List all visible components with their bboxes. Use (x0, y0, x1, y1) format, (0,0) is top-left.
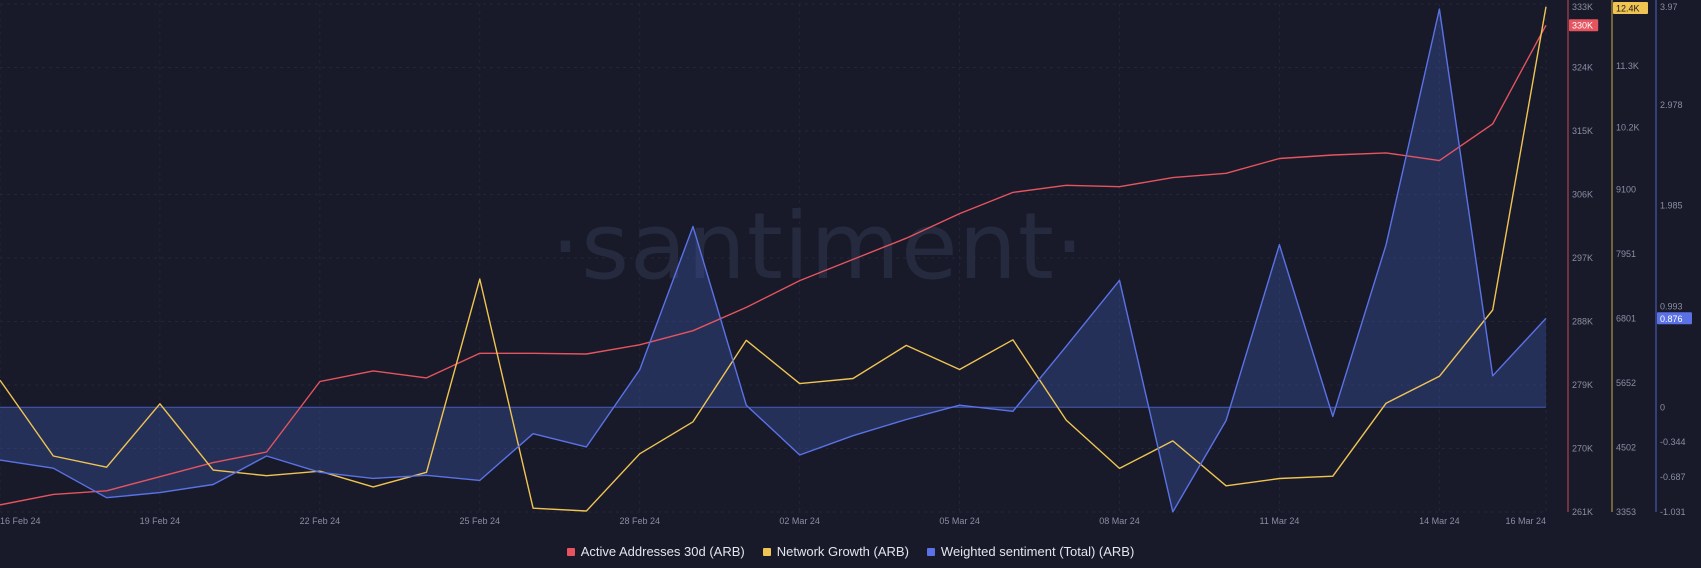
axis-tick-label-right: 0.993 (1660, 301, 1683, 311)
axis-tick-label-left: 324K (1572, 63, 1593, 73)
last-value-badge-right (1657, 312, 1692, 325)
grid-lines (0, 3, 1547, 513)
x-tick-label: 05 Mar 24 (939, 516, 980, 526)
x-tick-label: 16 Mar 24 (1505, 516, 1546, 526)
legend-item-active-addresses[interactable]: Active Addresses 30d (ARB) (566, 544, 745, 559)
x-tick-label: 08 Mar 24 (1099, 516, 1140, 526)
axis-tick-label-middle: 11.3K (1616, 61, 1639, 71)
series-line-right (0, 8, 1547, 513)
axis-tick-label-left: 288K (1572, 317, 1593, 327)
axis-tick-label-left: 315K (1572, 126, 1593, 136)
legend-label-weighted-sentiment: Weighted sentiment (Total) (ARB) (940, 544, 1135, 559)
legend-label-active-addresses: Active Addresses 30d (ARB) (580, 544, 745, 559)
axis-tick-label-right: 3.97 (1660, 2, 1678, 12)
x-tick-label: 28 Feb 24 (619, 516, 660, 526)
series-line-left (0, 24, 1547, 506)
last-value-badge-text-right: 0.876 (1660, 314, 1683, 324)
x-axis-ticks: 16 Feb 24 19 Feb 24 22 Feb 24 25 Feb 24 28 F… (0, 516, 1546, 526)
last-value-badge-text-left: 330K (1572, 21, 1593, 31)
axis-tick-label-left: 279K (1572, 380, 1593, 390)
last-value-badges: 330K 12.4K 0.876 (1569, 2, 1692, 325)
axis-tick-label-middle: 7951 (1616, 249, 1636, 259)
axis-tick-label-right: -0.687 (1660, 472, 1686, 482)
axis-tick-label-middle: 4502 (1616, 443, 1636, 453)
series-line-middle (0, 6, 1547, 512)
last-value-badge-left (1569, 19, 1599, 32)
axis-tick-label-middle: 9100 (1616, 184, 1636, 194)
x-tick-label: 14 Mar 24 (1419, 516, 1460, 526)
last-value-badge-middle (1613, 2, 1648, 14)
chart-legend: Active Addresses 30d (ARB) Network Growt… (0, 544, 1701, 559)
axis-tick-label-middle: 3353 (1616, 507, 1636, 517)
axis-tick-label-right: 2.978 (1660, 100, 1683, 110)
legend-item-network-growth[interactable]: Network Growth (ARB) (762, 544, 909, 559)
watermark-text: ·santiment· (551, 193, 1085, 300)
axis-tick-label-middle: 6801 (1616, 313, 1636, 323)
axis-tick-label-right: -0.344 (1660, 437, 1686, 447)
axis-tick-label-left: 333K (1572, 2, 1593, 12)
axis-tick-label-middle: 10.2K (1616, 123, 1640, 133)
axis-tick-label-right: 0 (1660, 402, 1665, 412)
axis-tick-label-right: 1.985 (1660, 201, 1683, 211)
x-tick-label: 22 Feb 24 (300, 516, 341, 526)
x-tick-label: 02 Mar 24 (779, 516, 820, 526)
last-value-badge-text-middle: 12.4K (1616, 4, 1640, 14)
sentiment-series-layer (0, 9, 1546, 512)
axes-layer: 261K 270K 279K 288K 297K 306K 315K 324K 333K 3353… (1567, 0, 1686, 517)
axis-tick-label-middle: 5652 (1616, 378, 1636, 388)
axis-tick-label-left: 297K (1572, 253, 1593, 263)
legend-swatch-network-growth (762, 547, 771, 556)
x-tick-label: 11 Mar 24 (1260, 516, 1300, 526)
legend-swatch-active-addresses (566, 547, 575, 556)
x-tick-label: 25 Feb 24 (460, 516, 501, 526)
axis-tick-label-right: -1.031 (1660, 507, 1686, 517)
axis-tick-label-left: 261K (1572, 507, 1593, 517)
x-tick-label: 19 Feb 24 (140, 516, 181, 526)
line-series-layer (0, 6, 1547, 513)
sentiment-area-fill (0, 9, 1546, 512)
axis-tick-label-left: 270K (1572, 444, 1593, 454)
x-tick-label: 16 Feb 24 (0, 516, 41, 526)
legend-label-network-growth: Network Growth (ARB) (776, 544, 909, 559)
axis-tick-label-left: 306K (1572, 190, 1593, 200)
legend-item-weighted-sentiment[interactable]: Weighted sentiment (Total) (ARB) (926, 544, 1135, 559)
legend-swatch-weighted-sentiment (926, 547, 935, 556)
